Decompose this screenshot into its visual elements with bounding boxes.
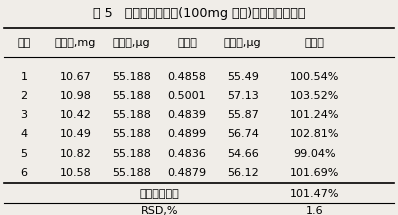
Text: 55.188: 55.188 [112,91,151,101]
Text: 57.13: 57.13 [227,91,259,101]
Text: 55.188: 55.188 [112,168,151,178]
Text: 10.49: 10.49 [60,129,92,139]
Text: 56.12: 56.12 [227,168,259,178]
Text: 0.4839: 0.4839 [168,110,207,120]
Text: 10.42: 10.42 [60,110,92,120]
Text: 平均值回收率: 平均值回收率 [139,189,179,199]
Text: 测得量,μg: 测得量,μg [224,38,261,48]
Text: 吸光度: 吸光度 [177,38,197,48]
Text: 1: 1 [20,72,27,82]
Text: 102.81%: 102.81% [290,129,339,139]
Text: 100.54%: 100.54% [290,72,339,82]
Text: 103.52%: 103.52% [290,91,339,101]
Text: 55.188: 55.188 [112,149,151,158]
Text: 序号: 序号 [17,38,31,48]
Text: 0.4858: 0.4858 [168,72,207,82]
Text: 称样量,mg: 称样量,mg [55,38,96,48]
Text: 10.82: 10.82 [60,149,92,158]
Text: 55.188: 55.188 [112,129,151,139]
Text: 10.67: 10.67 [60,72,92,82]
Text: 55.188: 55.188 [112,72,151,82]
Text: 5: 5 [20,149,27,158]
Text: 99.04%: 99.04% [293,149,336,158]
Text: 55.188: 55.188 [112,110,151,120]
Text: 表 5   胶体果胶铋胶囊(100mg 规格)回收率测定结果: 表 5 胶体果胶铋胶囊(100mg 规格)回收率测定结果 [93,8,305,20]
Text: 56.74: 56.74 [227,129,259,139]
Text: 0.5001: 0.5001 [168,91,207,101]
Text: 101.24%: 101.24% [290,110,339,120]
Text: 0.4836: 0.4836 [168,149,207,158]
Text: 4: 4 [20,129,27,139]
Text: 101.69%: 101.69% [290,168,339,178]
Text: 2: 2 [20,91,27,101]
Text: 101.47%: 101.47% [290,189,339,199]
Text: 3: 3 [20,110,27,120]
Text: 1.6: 1.6 [306,206,323,215]
Text: 54.66: 54.66 [227,149,259,158]
Text: 55.87: 55.87 [227,110,259,120]
Text: 回收率: 回收率 [304,38,324,48]
Text: 6: 6 [20,168,27,178]
Text: 10.98: 10.98 [60,91,92,101]
Text: 0.4899: 0.4899 [168,129,207,139]
Text: 10.58: 10.58 [60,168,92,178]
Text: RSD,%: RSD,% [140,206,178,215]
Text: 0.4879: 0.4879 [168,168,207,178]
Text: 55.49: 55.49 [227,72,259,82]
Text: 加入量,μg: 加入量,μg [113,38,150,48]
